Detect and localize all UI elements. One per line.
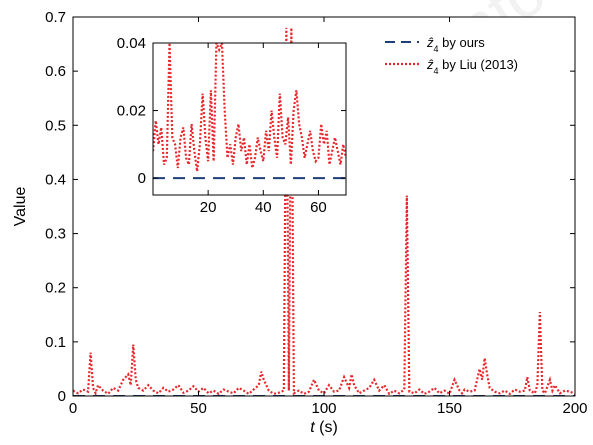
inset-plot: 20 40 60 0 0.02 0.04 <box>117 35 347 216</box>
main-x-tick-label: 0 <box>69 400 77 417</box>
inset-frame <box>152 42 347 196</box>
inset-x-tick-label: 60 <box>310 199 327 216</box>
main-series-liu2013 <box>73 27 575 396</box>
main-x-tick-label: 100 <box>311 400 336 417</box>
main-y-tick-label: 0.7 <box>45 9 66 26</box>
main-y-tick-label: 0.5 <box>45 117 66 134</box>
main-y-tick-label: 0.2 <box>45 280 66 297</box>
inset-y-tick-label: 0.02 <box>117 103 146 120</box>
main-y-tick-label: 0.3 <box>45 226 66 243</box>
main-y-tick-label: 0.4 <box>45 171 66 188</box>
legend-label-ours: ẑ4 by ours <box>426 35 485 54</box>
inset-x-tick-label: 40 <box>255 199 272 216</box>
main-x-tick-label: 50 <box>190 400 207 417</box>
inset-x-tick-label: 20 <box>200 199 217 216</box>
y-axis-label: Value <box>12 187 29 227</box>
inset-y-tick-label: 0 <box>138 170 146 187</box>
main-y-tick-label: 0 <box>58 388 66 405</box>
main-y-tick-label: 0.1 <box>45 334 66 351</box>
legend: ẑ4 by ours ẑ4 by Liu (2013) <box>385 35 518 76</box>
x-axis-label: t (s) <box>310 419 338 436</box>
main-x-tick-label: 150 <box>437 400 462 417</box>
inset-y-tick-label: 0.04 <box>117 35 146 52</box>
main-y-tick-label: 0.6 <box>45 63 66 80</box>
main-x-tick-label: 200 <box>562 400 587 417</box>
inset-series-liu2013 <box>153 43 346 172</box>
legend-label-liu2013: ẑ4 by Liu (2013) <box>426 57 518 76</box>
